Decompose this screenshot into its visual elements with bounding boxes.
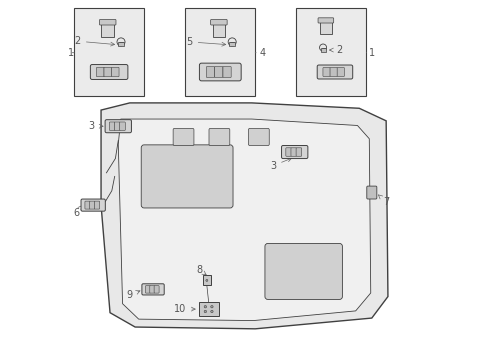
FancyBboxPatch shape [329, 68, 337, 76]
FancyBboxPatch shape [81, 199, 105, 211]
FancyBboxPatch shape [142, 284, 164, 295]
FancyBboxPatch shape [173, 129, 194, 145]
Text: 9: 9 [126, 291, 140, 301]
Bar [118, 42, 123, 46]
FancyBboxPatch shape [114, 122, 120, 130]
FancyBboxPatch shape [317, 18, 333, 23]
FancyBboxPatch shape [208, 129, 229, 145]
FancyBboxPatch shape [206, 67, 214, 77]
Bar [185, 8, 255, 96]
FancyBboxPatch shape [366, 186, 376, 199]
Polygon shape [118, 119, 370, 320]
Text: 2: 2 [75, 36, 114, 46]
Circle shape [117, 38, 125, 46]
Circle shape [210, 306, 213, 308]
Bar [229, 42, 235, 46]
Bar [74, 8, 144, 96]
FancyBboxPatch shape [104, 67, 111, 77]
Text: 6: 6 [73, 206, 82, 218]
FancyBboxPatch shape [105, 120, 131, 133]
FancyBboxPatch shape [99, 19, 116, 25]
Bar [198, 302, 218, 316]
Circle shape [203, 310, 206, 313]
FancyBboxPatch shape [322, 68, 329, 76]
Polygon shape [101, 103, 387, 329]
Bar [203, 275, 210, 285]
FancyBboxPatch shape [94, 201, 100, 209]
Text: 7: 7 [378, 195, 389, 207]
Circle shape [228, 38, 236, 46]
FancyBboxPatch shape [223, 67, 231, 77]
FancyBboxPatch shape [295, 148, 301, 156]
FancyBboxPatch shape [141, 145, 233, 208]
FancyBboxPatch shape [290, 148, 296, 156]
FancyBboxPatch shape [214, 67, 223, 77]
Text: 4: 4 [259, 48, 265, 58]
Bar [320, 48, 325, 51]
Circle shape [205, 279, 207, 282]
Circle shape [210, 310, 213, 313]
FancyBboxPatch shape [90, 64, 128, 80]
Circle shape [319, 44, 326, 51]
FancyBboxPatch shape [210, 19, 227, 25]
FancyBboxPatch shape [317, 65, 352, 79]
Bar [319, 21, 331, 33]
FancyBboxPatch shape [199, 63, 241, 81]
FancyBboxPatch shape [109, 122, 115, 130]
Text: 10: 10 [174, 304, 195, 314]
Text: 3: 3 [88, 121, 103, 131]
FancyBboxPatch shape [248, 129, 269, 145]
Text: 8: 8 [196, 265, 206, 275]
Text: 3: 3 [269, 158, 291, 171]
Circle shape [203, 306, 206, 308]
FancyBboxPatch shape [285, 148, 291, 156]
FancyBboxPatch shape [281, 145, 307, 158]
FancyBboxPatch shape [149, 285, 154, 293]
FancyBboxPatch shape [111, 67, 119, 77]
Text: 1: 1 [68, 48, 74, 58]
FancyBboxPatch shape [145, 285, 150, 293]
FancyBboxPatch shape [85, 201, 90, 209]
FancyBboxPatch shape [336, 68, 344, 76]
FancyBboxPatch shape [89, 201, 95, 209]
FancyBboxPatch shape [264, 243, 342, 300]
FancyBboxPatch shape [154, 285, 159, 293]
Text: 2: 2 [329, 45, 342, 55]
FancyBboxPatch shape [96, 67, 104, 77]
Bar [212, 23, 224, 37]
Text: 1: 1 [368, 48, 375, 58]
FancyBboxPatch shape [120, 122, 125, 130]
Bar [296, 8, 366, 96]
Text: 5: 5 [186, 37, 225, 47]
Bar [101, 23, 114, 37]
